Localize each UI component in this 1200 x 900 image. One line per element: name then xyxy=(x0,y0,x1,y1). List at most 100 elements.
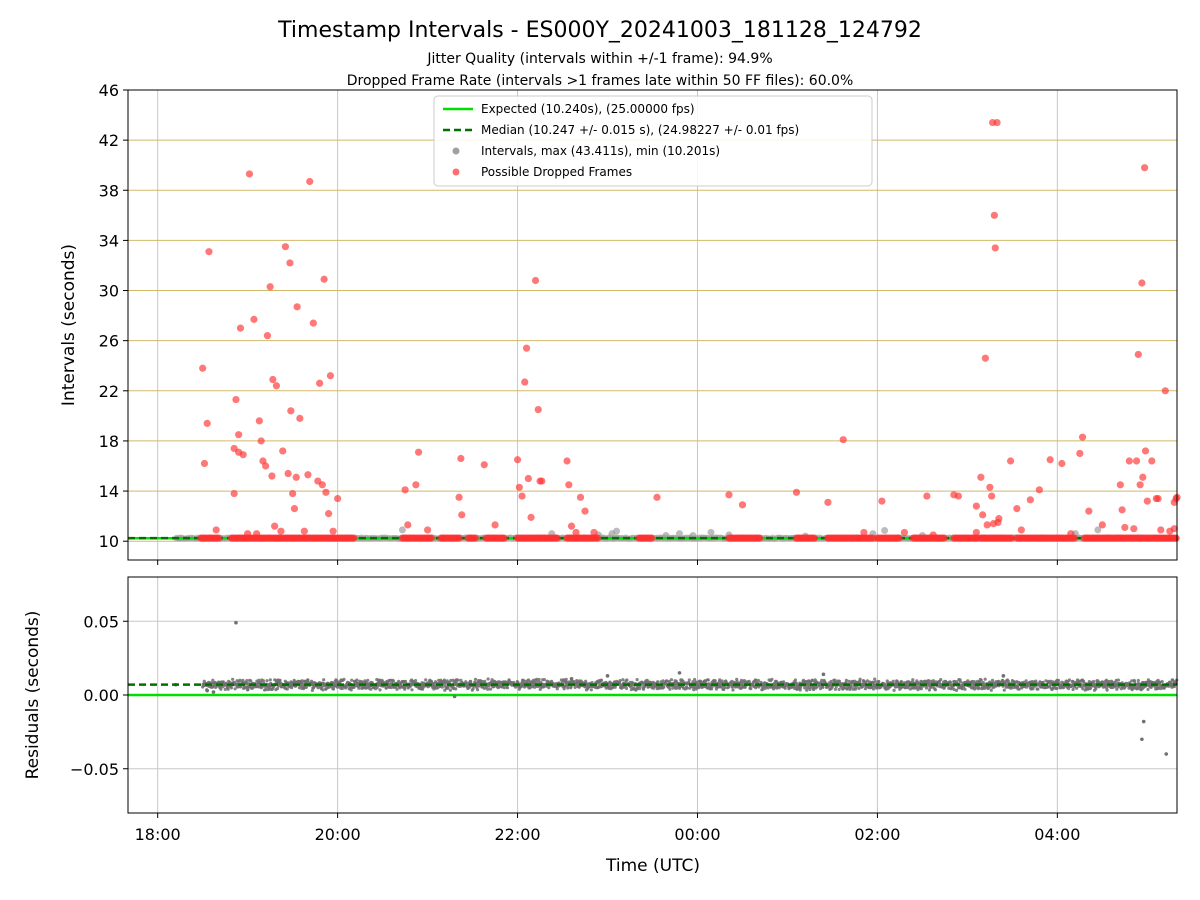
dropped-frame-42 xyxy=(316,379,324,387)
residual-point xyxy=(656,680,660,684)
residual-point xyxy=(473,677,478,681)
dropped-frame-7 xyxy=(232,395,240,404)
residual-point xyxy=(692,688,696,692)
residual-point xyxy=(697,685,701,689)
residual-point xyxy=(310,679,314,683)
residual-point xyxy=(952,687,956,692)
dropped-frame-120 xyxy=(1121,523,1129,532)
residual-point xyxy=(847,679,851,684)
legend-expected-label: Expected (10.240s), (25.00000 fps) xyxy=(481,102,695,116)
dropped-frame-38 xyxy=(304,471,312,479)
top-y-axis-label: Intervals (seconds) xyxy=(59,244,79,406)
residual-point xyxy=(871,687,876,691)
residual-point xyxy=(710,687,714,691)
dropped-frame-131 xyxy=(1148,457,1156,465)
residual-point xyxy=(268,678,272,682)
bottom-x-axis-label: Time (UTC) xyxy=(605,856,700,876)
residual-point xyxy=(1017,687,1021,691)
residual-point-10 xyxy=(821,672,826,677)
residual-point xyxy=(837,679,842,684)
residual-point xyxy=(754,678,758,682)
residual-point xyxy=(899,680,904,684)
residual-point xyxy=(483,679,487,684)
dropped-frame-66 xyxy=(527,513,535,521)
residual-point xyxy=(719,685,723,689)
residual-point xyxy=(675,686,679,690)
dropped-frame-112 xyxy=(1058,459,1066,468)
xtick-label-5: 04:00 xyxy=(1034,825,1080,844)
residual-point xyxy=(731,688,735,692)
dropped-frame-102 xyxy=(991,244,999,252)
residual-point xyxy=(665,679,669,683)
residual-point xyxy=(662,685,666,689)
residual-point xyxy=(820,678,824,683)
dropped-frame-78 xyxy=(653,493,661,501)
residual-point xyxy=(249,679,253,683)
residual-point xyxy=(1041,680,1045,684)
residual-point xyxy=(808,687,812,692)
residual-point xyxy=(1130,679,1134,683)
residual-point xyxy=(756,679,761,683)
residual-point xyxy=(919,687,923,691)
dropped-frame-71 xyxy=(563,457,571,465)
residual-point xyxy=(668,687,672,691)
residual-point-11 xyxy=(452,694,457,699)
residual-point-6 xyxy=(1164,752,1169,756)
residual-point-12 xyxy=(1001,674,1006,678)
residual-point xyxy=(527,678,531,682)
dropped-frame-15 xyxy=(253,530,261,538)
residual-point xyxy=(456,678,460,682)
top-plot-frame xyxy=(127,89,1178,561)
residual-point xyxy=(502,686,506,690)
residual-point xyxy=(357,686,361,690)
dropped-frame-124 xyxy=(1134,350,1142,359)
dropped-frame-16 xyxy=(255,417,263,425)
dropped-frame-107 xyxy=(1013,505,1021,513)
bottom-ytick-label-0: 0.05 xyxy=(83,612,119,631)
residual-point xyxy=(1171,678,1175,682)
dropped-frame-31 xyxy=(287,407,295,415)
dropped-frame-81 xyxy=(792,488,801,496)
residual-point xyxy=(858,677,862,681)
dropped-frame-point xyxy=(895,534,903,542)
dropped-frame-122 xyxy=(1130,525,1138,533)
residual-point xyxy=(873,680,878,684)
dropped-frame-55 xyxy=(455,493,463,501)
residual-point xyxy=(414,679,418,683)
residual-point xyxy=(718,678,722,682)
xtick-label-3: 00:00 xyxy=(674,825,720,844)
residual-point xyxy=(246,687,250,692)
dropped-frame-94 xyxy=(979,511,987,519)
bottom-y-axis-label: Residuals (seconds) xyxy=(23,611,43,780)
dropped-frame-109 xyxy=(1026,496,1034,504)
residual-point xyxy=(257,678,261,682)
dropped-frame-30 xyxy=(286,259,294,267)
dropped-frame-62 xyxy=(518,492,526,500)
dropped-frame-75 xyxy=(576,493,585,501)
dropped-frame-45 xyxy=(322,488,330,496)
residual-point xyxy=(598,682,602,686)
dropped-frame-125 xyxy=(1136,481,1144,489)
residual-point xyxy=(241,678,245,683)
residual-point xyxy=(1136,678,1140,683)
dropped-frame-11 xyxy=(239,451,247,459)
dropped-frame-137 xyxy=(1170,525,1178,533)
dropped-frame-49 xyxy=(334,494,342,503)
residual-point xyxy=(229,686,233,690)
dropped-frame-67 xyxy=(531,276,540,285)
dropped-frame-79 xyxy=(725,491,733,499)
residual-point xyxy=(322,678,326,682)
residual-point xyxy=(505,686,510,690)
residual-point xyxy=(621,678,625,682)
dropped-frame-23 xyxy=(269,375,277,384)
interval-point-7 xyxy=(675,530,683,538)
interval-point-13 xyxy=(881,527,889,535)
interval-point-16 xyxy=(1094,526,1102,534)
dropped-frame-68 xyxy=(534,406,542,414)
residual-point xyxy=(637,687,642,691)
dropped-frame-106 xyxy=(1006,457,1015,465)
residual-point xyxy=(375,686,379,690)
dropped-frame-19 xyxy=(262,462,270,470)
dropped-frame-127 xyxy=(1139,473,1147,481)
